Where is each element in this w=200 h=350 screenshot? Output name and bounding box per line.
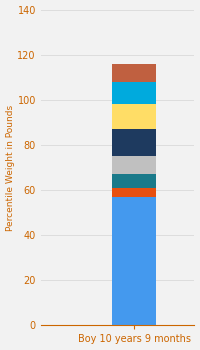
Bar (112, 197, 156, 326)
Bar (112, 64, 156, 82)
Bar (112, 188, 156, 197)
Bar (112, 129, 156, 156)
Bar (112, 174, 156, 188)
Bar (112, 82, 156, 104)
Bar (112, 156, 156, 174)
Bar (112, 104, 156, 129)
Y-axis label: Percentile Weight in Pounds: Percentile Weight in Pounds (6, 104, 15, 231)
